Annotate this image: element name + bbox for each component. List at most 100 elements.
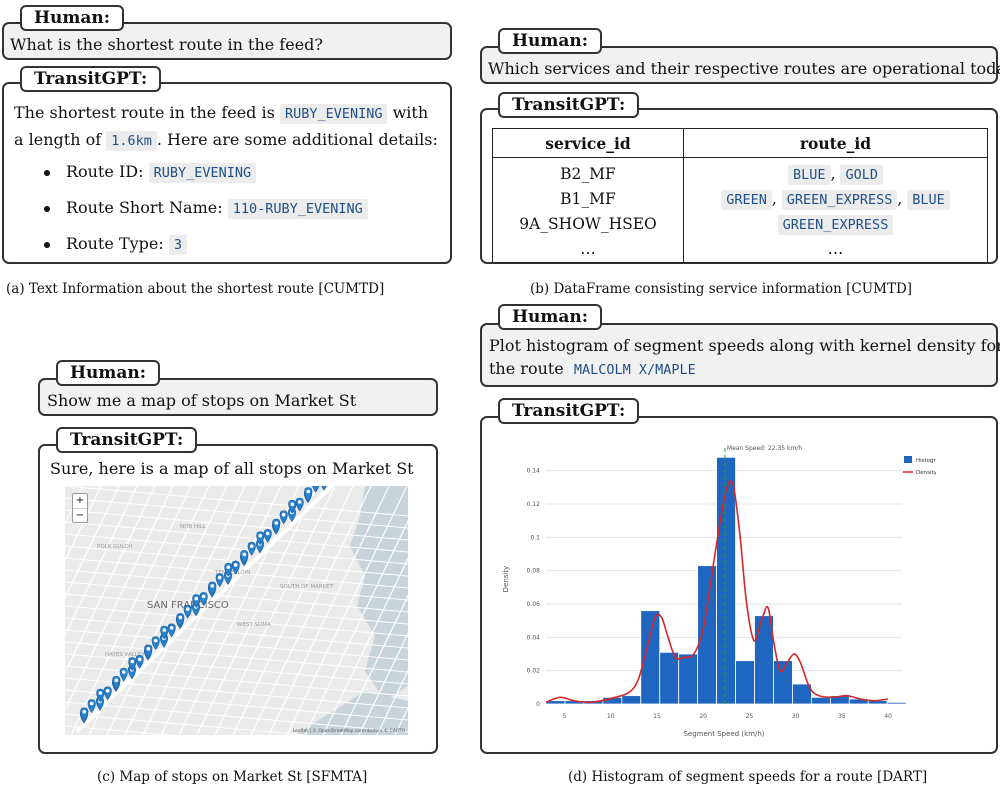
route-id: GREEN_EXPRESS — [777, 215, 894, 235]
stop-marker-icon[interactable] — [272, 518, 281, 533]
list-item: Route Short Name: 110-RUBY_EVENING — [42, 194, 368, 230]
stop-marker-icon[interactable] — [240, 550, 249, 564]
panel-c-answer: Sure, here is a map of all stops on Mark… — [50, 459, 414, 478]
stop-marker-icon[interactable] — [208, 581, 217, 596]
length-code: 1.6km — [106, 131, 157, 151]
x-tick-label: 5 — [563, 713, 567, 720]
header-route-id: route_id — [683, 128, 988, 158]
stop-marker-icon[interactable] — [96, 688, 105, 703]
x-tick-label: 10 — [607, 713, 615, 720]
speed-histogram: 0 0.02 0.04 0.06 0.08 0.1 0.12 0.14 5 10 15 20 25 30 3… — [494, 432, 945, 744]
stop-marker-icon[interactable] — [263, 529, 272, 543]
stop-marker-icon[interactable] — [183, 604, 192, 619]
answer-text: with — [392, 103, 429, 122]
x-tick-label: 30 — [792, 713, 800, 720]
y-tick-label: 0 — [536, 701, 540, 708]
separator: , — [897, 190, 903, 208]
service-table: service_id route_id B2_MF B1_MF 9A_SHOW_… — [492, 128, 988, 263]
stop-marker-icon[interactable] — [80, 707, 89, 722]
panel-b-human-tab: Human: — [498, 28, 603, 54]
caption-a: (a) Text Information about the shortest … — [6, 281, 385, 297]
y-tick-label: 0.02 — [527, 668, 541, 675]
y-tick-label: 0.04 — [527, 634, 541, 641]
panel-d-bot-tab: TransitGPT: — [498, 398, 640, 424]
stop-marker-icon[interactable] — [256, 531, 265, 546]
route-ellipsis: … — [827, 240, 844, 258]
route-code: MALCOLM X/MAPLE — [573, 362, 696, 378]
separator: , — [771, 190, 777, 208]
route-line: BLUE, GOLD — [684, 162, 987, 187]
caption-d: (d) Histogram of segment speeds for a ro… — [568, 769, 928, 785]
histogram-bar — [697, 565, 718, 705]
stop-marker-icon[interactable] — [119, 667, 128, 682]
stop-marker-icon[interactable] — [167, 623, 176, 638]
stop-marker-icon[interactable] — [279, 510, 288, 525]
histogram-bar — [716, 456, 736, 705]
map-label: NOB HILL — [180, 524, 207, 530]
detail-value: RUBY_EVENING — [148, 163, 257, 183]
market-street — [75, 486, 335, 733]
route-line: GREEN, GREEN_EXPRESS, BLUE — [684, 187, 987, 212]
panel-c-bot-tab: TransitGPT: — [56, 427, 198, 453]
question-text: the route — [489, 359, 564, 378]
panel-d-question-line2: the route MALCOLM X/MAPLE — [489, 359, 701, 378]
stop-marker-icon[interactable] — [215, 573, 224, 588]
y-tick-label: 0.14 — [527, 468, 541, 475]
x-tick-label: 15 — [653, 713, 661, 720]
stop-marker-icon[interactable] — [288, 499, 297, 514]
panel-c-question: Show me a map of stops on Market St — [47, 391, 357, 410]
stop-marker-icon[interactable] — [192, 594, 201, 609]
stop-marker-icon[interactable] — [176, 613, 185, 627]
stop-marker-icon[interactable] — [304, 487, 313, 502]
table-row: B2_MF B1_MF 9A_SHOW_HSEO … BLUE, GOLD GR… — [492, 157, 988, 263]
map-label: SOUTH OF MARKET — [280, 584, 334, 590]
zoom-control[interactable]: + − — [72, 493, 88, 523]
stop-marker-icon[interactable] — [295, 497, 304, 512]
service-id: … — [580, 240, 596, 258]
separator: , — [830, 165, 836, 183]
stop-marker-icon[interactable] — [231, 560, 240, 575]
stop-marker-icon[interactable] — [199, 592, 208, 606]
service-id: 9A_SHOW_HSEO — [519, 215, 657, 233]
panel-b-question: Which services and their respective rout… — [488, 59, 1000, 78]
panel-a-answer-line2: a length of 1.6km. Here are some additio… — [14, 130, 438, 151]
zoom-in-button[interactable]: + — [75, 495, 85, 506]
stop-marker-icon[interactable] — [224, 562, 233, 577]
detail-value: 3 — [168, 235, 188, 255]
chart-legend: Histogram Density — [903, 456, 945, 476]
map-label: WEST SOMA — [237, 622, 271, 628]
panel-c-human-tab: Human: — [56, 360, 161, 386]
answer-text: a length of — [14, 130, 102, 149]
detail-value: 110-RUBY_EVENING — [227, 199, 368, 219]
x-tick-label: 35 — [838, 713, 846, 720]
stop-marker-icon[interactable] — [247, 541, 256, 556]
stops-map[interactable]: SAN FRANCISCO NOB HILL TENDERLOIN SOUTH … — [65, 486, 408, 735]
map-attribution[interactable]: Leaflet | © OpenStreetMap contributors ©… — [293, 727, 406, 734]
histogram-bar — [735, 660, 755, 705]
stop-marker-icon[interactable] — [87, 699, 96, 714]
route-line: GREEN_EXPRESS — [684, 212, 987, 237]
stop-marker-icon[interactable] — [103, 686, 112, 701]
stop-marker-icon[interactable] — [135, 655, 144, 669]
stop-marker-icon[interactable] — [112, 676, 121, 690]
histogram-bar — [773, 660, 793, 705]
stop-markers[interactable] — [79, 486, 328, 724]
panel-a-question: What is the shortest route in the feed? — [10, 35, 323, 54]
x-tick-label: 40 — [884, 713, 892, 720]
histogram-bar — [792, 683, 812, 705]
service-id: B1_MF — [560, 190, 616, 208]
stop-marker-icon[interactable] — [151, 636, 160, 651]
stop-marker-icon[interactable] — [312, 486, 320, 493]
map-canvas[interactable]: SAN FRANCISCO NOB HILL TENDERLOIN SOUTH … — [65, 486, 408, 735]
details-list: Route ID: RUBY_EVENING Route Short Name:… — [42, 158, 368, 266]
x-axis-label: Segment Speed (km/h) — [683, 730, 764, 738]
stop-marker-icon[interactable] — [128, 657, 137, 672]
stop-marker-icon[interactable] — [144, 644, 153, 659]
zoom-out-button[interactable]: − — [73, 508, 87, 523]
map-label: HAYES VALLEY — [105, 652, 145, 658]
route-id: BLUE — [907, 190, 950, 210]
stop-marker-icon[interactable] — [320, 486, 328, 491]
density-line — [545, 479, 889, 704]
legend-label: Histogram — [916, 458, 936, 464]
stop-marker-icon[interactable] — [160, 625, 169, 640]
